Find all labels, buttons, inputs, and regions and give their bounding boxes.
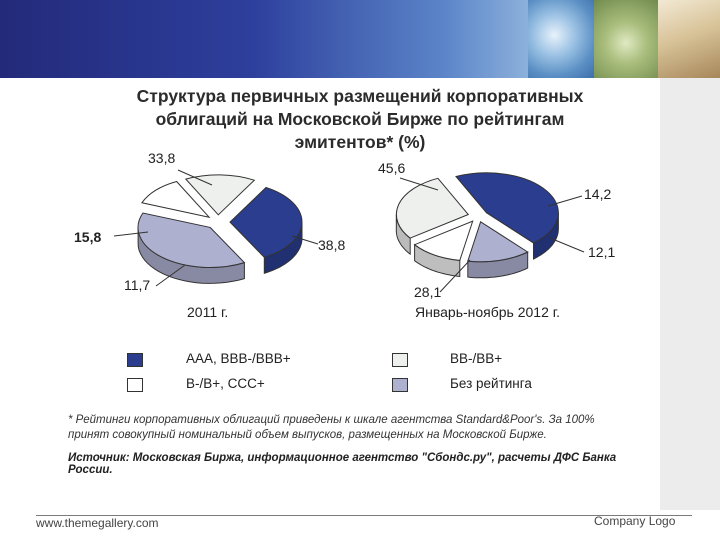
data-label-2011-b: 11,7 [124, 277, 151, 293]
pie-slice-2012-aaa [455, 172, 559, 244]
leader-line [547, 195, 583, 207]
data-label-2012-aaa: 45,6 [378, 160, 406, 176]
legend-swatch-b [127, 378, 143, 392]
footer-company-logo: Company Logo [594, 514, 676, 528]
data-label-2011-bb: 15,8 [74, 229, 102, 245]
header-photo-coins [594, 0, 658, 78]
data-label-2011-nr: 38,8 [318, 237, 346, 253]
leader-line [439, 259, 471, 293]
pie-slice-2012-b [413, 220, 474, 261]
data-label-2012-nr: 14,2 [584, 186, 612, 202]
pie-slice-2011-bb [184, 174, 256, 216]
pie-caption-2011: 2011 г. [187, 304, 229, 320]
leader-line [155, 264, 186, 287]
leader-line [399, 177, 439, 191]
header-photo-globe [528, 0, 594, 78]
chart-title: Структура первичных размещений корпорати… [60, 85, 660, 154]
chart-title-line: эмитентов* (%) [294, 132, 426, 152]
header-photo-money [658, 0, 720, 78]
pie-slice-2011-aaa [229, 186, 303, 258]
leader-line [177, 169, 213, 186]
legend-label-bb: ВВ-/ВВ+ [450, 351, 503, 366]
pie-slice-2011-nr [137, 212, 246, 268]
legend-label-b: В-/В+, ССС+ [186, 376, 265, 391]
pie-caption-2012: Январь-ноябрь 2012 г. [415, 304, 561, 320]
chart-source: Источник: Московская Биржа, информационн… [68, 452, 617, 476]
data-label-2012-bb: 28,1 [414, 284, 442, 300]
leader-line [113, 231, 149, 237]
pie-slice-2012-nr [467, 221, 529, 263]
legend-swatch-nr [392, 378, 408, 392]
data-label-2011-aaa: 33,8 [148, 150, 176, 166]
legend-swatch-bb [392, 353, 408, 367]
legend-label-nr: Без рейтинга [450, 376, 532, 391]
footer-divider [36, 515, 692, 516]
legend-swatch-aaa [127, 353, 143, 367]
pie-slice-2011-b [141, 180, 211, 219]
right-side-bar [660, 78, 720, 510]
footer-website: www.themegallery.com [36, 516, 159, 530]
chart-footnote: * Рейтинги корпоративных облигаций приве… [68, 414, 595, 441]
chart-title-line: Структура первичных размещений корпорати… [136, 86, 584, 106]
leader-line [291, 235, 319, 245]
data-label-2012-b: 12,1 [588, 244, 616, 260]
leader-line [549, 237, 585, 253]
legend-label-aaa: ААА, ВВВ-/ВВВ+ [186, 351, 291, 366]
chart-title-line: облигаций на Московской Бирже по рейтинг… [155, 109, 565, 129]
pie-slice-2012-bb [395, 177, 470, 239]
